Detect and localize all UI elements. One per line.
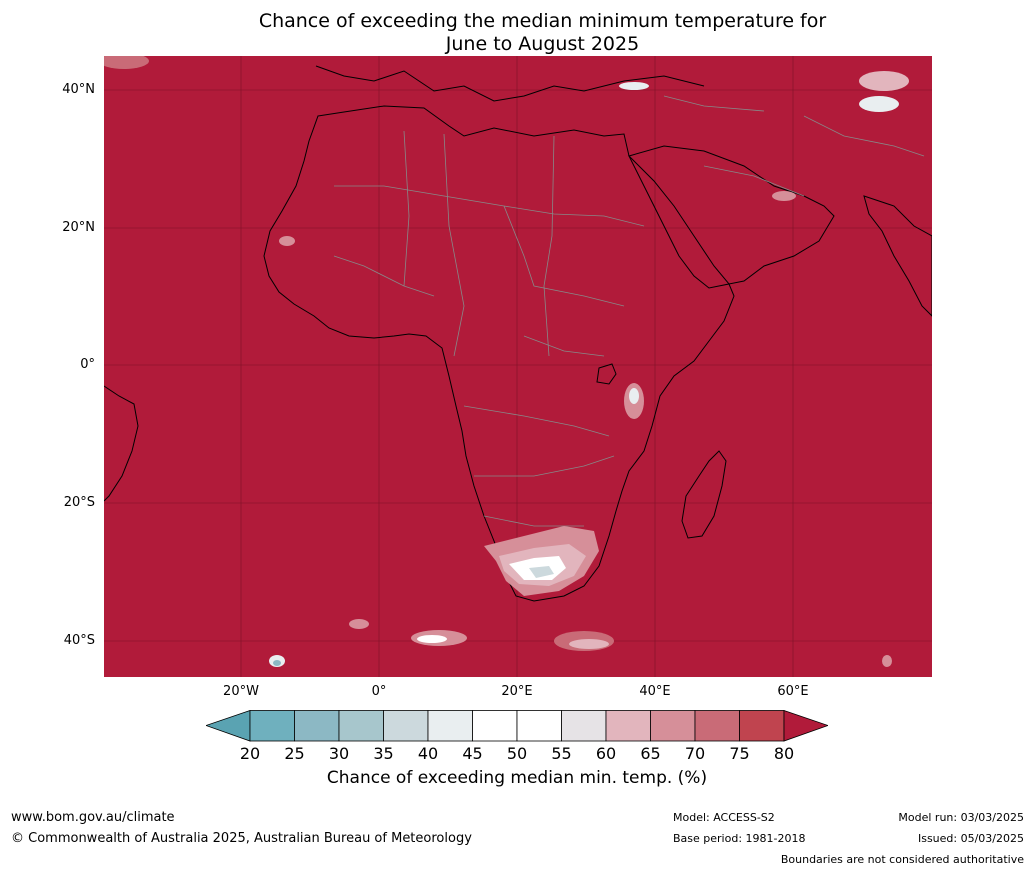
map-title: Chance of exceeding the median minimum t… [0, 10, 1035, 56]
colorbar-segment [605, 710, 651, 742]
colorbar-tick-label: 35 [373, 744, 394, 763]
lon-label-20w: 20°W [223, 684, 259, 699]
colorbar-tick-label: 75 [729, 744, 750, 763]
europe-coastline [315, 65, 705, 102]
colorbar-segment [650, 710, 696, 742]
colorbar-title: Chance of exceeding median min. temp. (%… [326, 768, 708, 788]
title-line-2: June to August 2025 [445, 33, 640, 55]
colorbar-segment [694, 710, 740, 742]
colorbar-graphic [206, 710, 828, 742]
south-america-coastline [104, 385, 139, 502]
lat-label-0: 0° [80, 357, 95, 372]
colorbar-tick-label: 80 [773, 744, 795, 763]
lon-label-40e: 40°E [639, 684, 671, 699]
map-canvas [104, 56, 932, 677]
colorbar-tick-label: 45 [462, 744, 483, 763]
colorbar-tick-label: 30 [328, 744, 350, 763]
colorbar-tick-label: 25 [284, 744, 305, 763]
footer-model-run: Model run: 03/03/2025 [898, 811, 1024, 824]
colorbar-segment [338, 710, 384, 742]
africa-coastline [263, 105, 735, 602]
colorbar-extend-low [206, 710, 251, 742]
madagascar-coastline [681, 450, 727, 539]
colorbar-segment [427, 710, 473, 742]
lat-label-20n: 20°N [62, 220, 95, 235]
lat-label-40n: 40°N [62, 82, 95, 97]
footer-issued: Issued: 05/03/2025 [917, 832, 1024, 845]
colorbar-segment [383, 710, 429, 742]
footer-copyright: © Commonwealth of Australia 2025, Austra… [11, 831, 472, 846]
colorbar-segment [294, 710, 340, 742]
lat-label-40s: 40°S [63, 633, 95, 648]
lon-label-60e: 60°E [777, 684, 809, 699]
colorbar-tick-label: 65 [640, 744, 661, 763]
footer-website[interactable]: www.bom.gov.au/climate [11, 810, 175, 825]
lon-label-0: 0° [371, 684, 387, 699]
lon-label-20e: 20°E [501, 684, 533, 699]
colorbar-segment [249, 710, 295, 742]
colorbar-extend-high [783, 710, 828, 742]
colorbar-tick-label: 55 [551, 744, 572, 763]
colorbar-segment [739, 710, 785, 742]
colorbar-segment [516, 710, 562, 742]
footer-model: Model: ACCESS-S2 [673, 811, 775, 824]
footer-base-period: Base period: 1981-2018 [673, 832, 806, 845]
colorbar-tick-label: 70 [684, 744, 706, 763]
colorbar-tick-label: 40 [417, 744, 439, 763]
anomaly-patches [104, 56, 909, 667]
map-panel [104, 56, 932, 677]
colorbar-tick-label: 20 [239, 744, 261, 763]
arabia-coastline [628, 145, 835, 285]
country-borders [333, 95, 925, 527]
india-coastline [863, 195, 932, 317]
colorbar-segment [472, 710, 518, 742]
colorbar-segment [561, 710, 607, 742]
colorbar-tick-label: 50 [506, 744, 528, 763]
title-line-1: Chance of exceeding the median minimum t… [258, 10, 827, 32]
lake-victoria [596, 363, 617, 385]
footer-disclaimer: Boundaries are not considered authoritat… [780, 853, 1024, 866]
graticule [104, 56, 932, 677]
colorbar [206, 710, 828, 742]
lat-label-20s: 20°S [63, 495, 95, 510]
colorbar-tick-label: 60 [595, 744, 617, 763]
